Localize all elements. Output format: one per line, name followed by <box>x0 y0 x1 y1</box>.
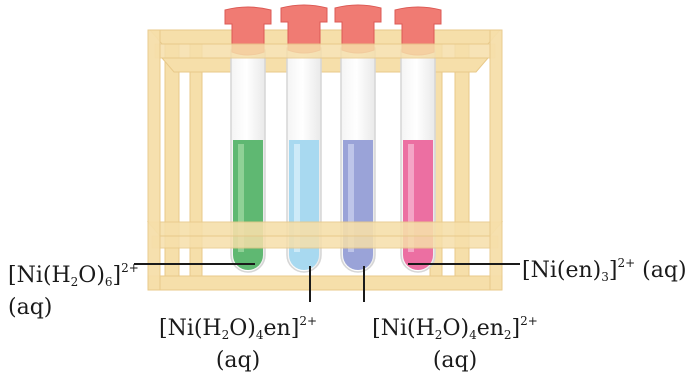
tube-highlight <box>294 144 300 252</box>
label-ni-h2o6: [Ni(H2O)6]2+ (aq) <box>8 261 139 320</box>
leader-lines <box>134 263 520 302</box>
tube-highlight <box>348 144 354 252</box>
tube-highlight <box>238 144 244 252</box>
rack-base <box>147 275 503 291</box>
test-tube-4 <box>394 6 442 273</box>
tube-solution <box>403 140 433 270</box>
tube-solution <box>289 140 319 270</box>
rack-front-legs <box>147 29 503 291</box>
tube-solution <box>233 140 263 270</box>
label-ni-h2o4-en2: [Ni(H2O)4en2]2+ (aq) <box>372 314 538 373</box>
tube-highlight <box>408 144 414 252</box>
label-ni-en3: [Ni(en)3]2+ (aq) <box>522 256 687 284</box>
tube-solution <box>343 140 373 270</box>
rack-middle-shelf <box>146 221 504 249</box>
rack-top-rail <box>154 43 496 59</box>
label-ni-h2o4-en: [Ni(H2O)4en]2+ (aq) <box>158 314 318 373</box>
